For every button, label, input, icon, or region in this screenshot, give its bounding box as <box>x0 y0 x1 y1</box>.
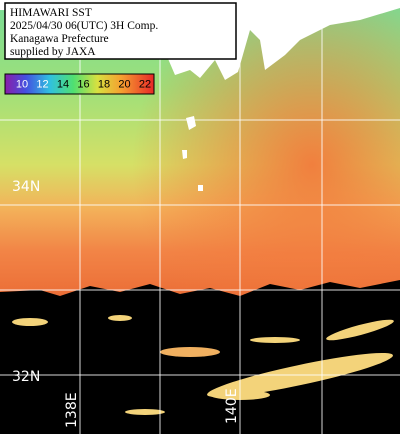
cloud-mask <box>0 280 400 434</box>
colorbar-label: 22 <box>139 78 151 90</box>
header-line: HIMAWARI SST <box>10 7 92 19</box>
colorbar-label: 10 <box>16 78 28 90</box>
lon-label: 138E <box>64 392 80 428</box>
lat-label: 34N <box>12 179 40 195</box>
colorbar-label: 20 <box>118 78 130 90</box>
colorbar-label: 16 <box>77 78 89 90</box>
colorbar-label: 18 <box>98 78 110 90</box>
lat-label: 32N <box>12 369 40 385</box>
colorbar-label: 14 <box>57 78 69 90</box>
islands <box>182 116 203 191</box>
header-line: supplied by JAXA <box>10 46 96 58</box>
header-line: Kanagawa Prefecture <box>10 33 109 45</box>
header-line: 2025/04/30 06(UTC) 3H Comp. <box>10 20 158 32</box>
lon-label: 140E <box>224 388 240 424</box>
header-box <box>4 2 237 60</box>
colorbar <box>4 73 155 95</box>
colorbar-label: 12 <box>36 78 48 90</box>
colorbar-labels: 10 12 14 16 18 20 22 <box>16 78 151 90</box>
